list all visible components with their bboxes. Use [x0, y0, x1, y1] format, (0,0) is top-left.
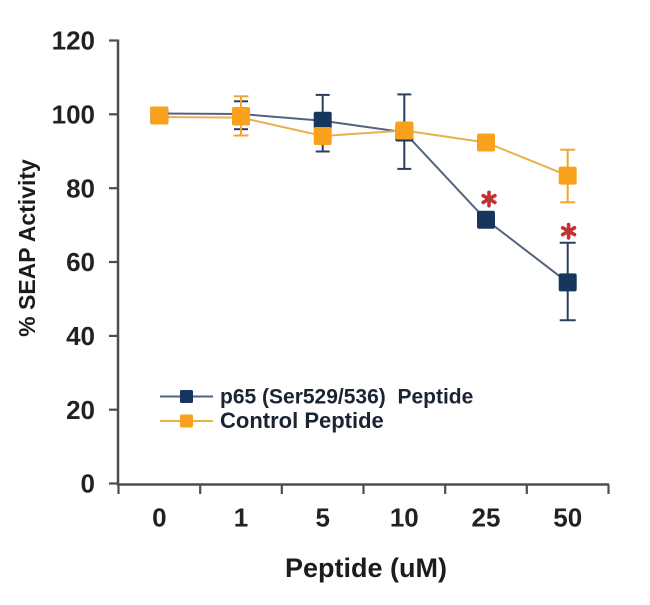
- svg-text:0: 0: [81, 469, 95, 499]
- svg-text:60: 60: [66, 247, 95, 277]
- svg-text:20: 20: [66, 395, 95, 425]
- svg-text:0: 0: [152, 503, 166, 533]
- svg-text:1: 1: [234, 503, 248, 533]
- svg-text:Control Peptide: Control Peptide: [220, 408, 384, 433]
- svg-text:50: 50: [553, 503, 582, 533]
- svg-text:25: 25: [472, 503, 501, 533]
- svg-text:80: 80: [66, 173, 95, 203]
- svg-text:5: 5: [315, 503, 329, 533]
- svg-text:% SEAP Activity: % SEAP Activity: [14, 159, 40, 337]
- svg-text:100: 100: [52, 99, 95, 129]
- svg-text:10: 10: [390, 503, 419, 533]
- svg-text:120: 120: [52, 26, 95, 56]
- svg-text:p65 (Ser529/536) Peptide: p65 (Ser529/536) Peptide: [220, 386, 473, 409]
- svg-text:40: 40: [66, 321, 95, 351]
- svg-text:Peptide (uM): Peptide (uM): [285, 553, 447, 583]
